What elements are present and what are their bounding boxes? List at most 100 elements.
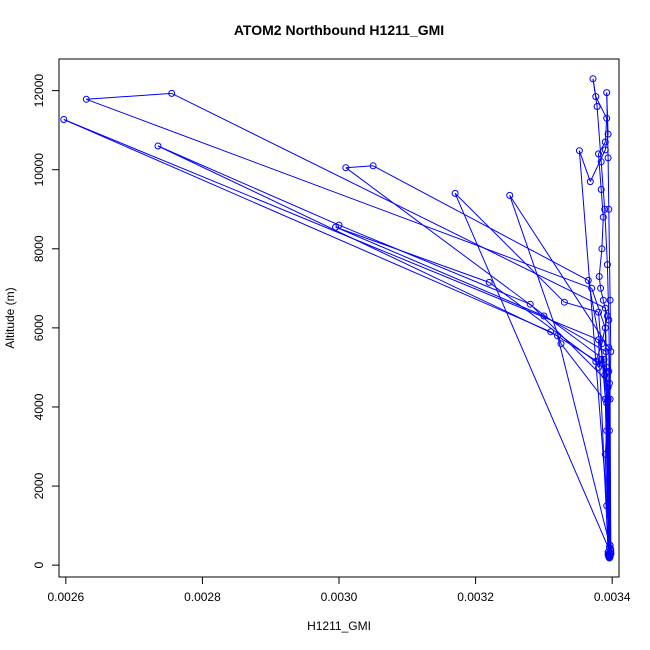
data-point bbox=[604, 383, 612, 391]
data-point bbox=[595, 336, 602, 344]
x-tick-label: 0.0028 bbox=[184, 590, 221, 604]
data-point bbox=[592, 358, 600, 365]
data-point bbox=[601, 450, 609, 458]
series-line-segment bbox=[608, 430, 611, 557]
data-point bbox=[605, 316, 613, 324]
series-line-segment bbox=[598, 248, 603, 277]
series-line-segment bbox=[157, 145, 340, 226]
series-line-segment bbox=[608, 351, 612, 431]
series-line-segment bbox=[560, 343, 608, 404]
data-point bbox=[601, 324, 609, 332]
data-point bbox=[606, 553, 614, 561]
series-line-segment bbox=[604, 209, 608, 265]
data-point bbox=[601, 395, 609, 403]
data-point bbox=[595, 308, 602, 316]
data-point bbox=[607, 348, 615, 356]
data-point bbox=[60, 116, 68, 123]
series-line-segment bbox=[335, 226, 545, 317]
data-point bbox=[603, 114, 611, 122]
data-point bbox=[592, 93, 600, 101]
y-tick-label: 8000 bbox=[32, 235, 46, 262]
series-line-segment bbox=[598, 339, 609, 553]
data-point bbox=[168, 89, 176, 97]
data-point bbox=[605, 379, 613, 387]
y-tick-label: 6000 bbox=[32, 314, 46, 341]
data-point bbox=[526, 300, 534, 308]
series-line-segment bbox=[578, 150, 591, 182]
data-point bbox=[606, 296, 614, 304]
data-point bbox=[335, 221, 343, 229]
series-line-segment bbox=[488, 281, 610, 372]
data-point bbox=[603, 502, 611, 510]
series-line-segment bbox=[609, 300, 612, 352]
y-tick-label: 10000 bbox=[32, 153, 46, 187]
data-point bbox=[595, 150, 602, 158]
data-point bbox=[601, 138, 609, 146]
data-point bbox=[604, 130, 612, 138]
data-point bbox=[605, 344, 613, 352]
series-line-segment bbox=[454, 193, 565, 303]
data-point bbox=[600, 356, 608, 363]
series-line-segment bbox=[63, 119, 551, 333]
series-line-segment bbox=[454, 193, 612, 554]
series-line-segment bbox=[596, 106, 602, 162]
series-line-segment bbox=[591, 288, 606, 329]
data-point bbox=[606, 395, 614, 403]
data-point bbox=[603, 427, 611, 435]
data-point bbox=[595, 363, 602, 371]
series-line-segment bbox=[601, 217, 604, 249]
series-line-segment bbox=[564, 301, 599, 313]
series-line-segment bbox=[578, 150, 612, 554]
data-point bbox=[601, 146, 609, 154]
series-line-segment bbox=[86, 98, 592, 289]
series-line-segment bbox=[604, 118, 608, 143]
data-point bbox=[599, 213, 607, 221]
y-axis: 0 2000 4000 6000 8000 10000 12000 bbox=[32, 74, 60, 568]
data-point bbox=[605, 427, 613, 435]
data-point bbox=[601, 371, 609, 379]
series-line-segment bbox=[598, 141, 606, 155]
x-axis-label: H1211_GMI bbox=[307, 619, 371, 633]
series-line-segment bbox=[543, 315, 607, 353]
data-point bbox=[154, 142, 162, 150]
data-point bbox=[597, 284, 605, 292]
x-tick-label: 0.0026 bbox=[47, 590, 84, 604]
data-point bbox=[607, 550, 615, 558]
data-point bbox=[82, 95, 90, 103]
data-point bbox=[603, 399, 611, 407]
data-point bbox=[598, 245, 606, 253]
plot-layer bbox=[60, 75, 615, 562]
data-point bbox=[588, 284, 596, 292]
y-tick-label: 2000 bbox=[32, 472, 46, 499]
data-point bbox=[584, 276, 592, 284]
data-point bbox=[605, 367, 613, 375]
data-point bbox=[603, 261, 611, 269]
series-line-segment bbox=[338, 224, 531, 305]
data-point bbox=[593, 103, 601, 110]
series-line-segment bbox=[600, 161, 606, 210]
series-line-segment bbox=[557, 335, 612, 550]
series-line-segment bbox=[345, 167, 605, 360]
data-point bbox=[540, 312, 548, 320]
series-line-segment bbox=[595, 96, 608, 119]
data-point bbox=[599, 296, 607, 304]
series-line-segment bbox=[345, 165, 374, 169]
data-point bbox=[560, 298, 568, 306]
series-line-segment bbox=[607, 157, 610, 210]
data-point bbox=[589, 75, 597, 83]
data-point bbox=[606, 541, 614, 549]
chart-title: ATOM2 Northbound H1211_GMI bbox=[234, 22, 444, 38]
series-line-segment bbox=[608, 209, 611, 301]
series-line-segment bbox=[606, 264, 610, 321]
series-line-segment bbox=[592, 78, 598, 107]
data-point bbox=[603, 363, 611, 371]
series-line-segment bbox=[606, 92, 609, 158]
data-point bbox=[595, 273, 603, 280]
data-point bbox=[547, 328, 555, 336]
data-point bbox=[598, 340, 606, 348]
data-point bbox=[575, 147, 583, 155]
x-tick-label: 0.0034 bbox=[594, 590, 631, 604]
series-line-segment bbox=[509, 195, 562, 344]
